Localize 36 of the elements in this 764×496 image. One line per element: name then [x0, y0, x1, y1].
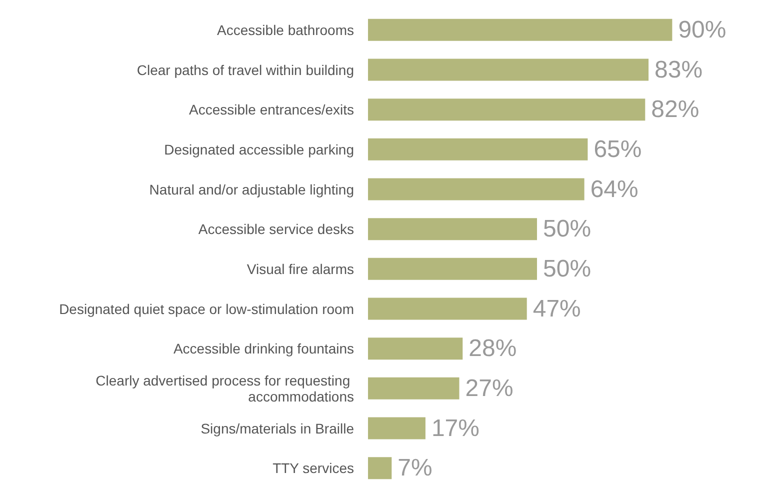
bar	[368, 258, 537, 280]
bar	[368, 138, 588, 160]
data-label: 90%	[678, 16, 726, 44]
y-tick-label: Accessible service desks	[198, 221, 354, 238]
bar	[368, 18, 672, 41]
bar	[368, 457, 392, 480]
y-tick-label: Signs/materials in Braille	[200, 420, 354, 436]
data-label: 28%	[468, 335, 517, 362]
y-tick-label: Accessible bathrooms	[217, 22, 354, 38]
bar	[368, 338, 463, 360]
bar	[368, 218, 537, 240]
y-tick-label: Designated accessible parking	[164, 141, 354, 158]
bar	[368, 98, 646, 121]
y-tick-label: Clear paths of travel within building	[136, 62, 354, 78]
y-tick-label: Natural and/or adjustable lighting	[149, 181, 354, 198]
y-tick-label: TTY services	[272, 460, 354, 476]
y-tick-label: Designated quiet space or low-stimulation room	[59, 300, 354, 317]
data-label: 83%	[654, 56, 703, 84]
bar	[368, 417, 426, 440]
data-label: 50%	[543, 255, 592, 282]
y-tick-label: Visual fire alarms	[246, 260, 354, 277]
data-label: 27%	[465, 374, 514, 402]
y-tick-label: Accessible entrances/exits	[189, 102, 354, 118]
data-label: 65%	[594, 136, 642, 163]
data-label: 17%	[431, 414, 480, 442]
bar	[368, 377, 460, 400]
data-label: 50%	[543, 216, 592, 243]
bar	[368, 298, 527, 320]
data-label: 82%	[651, 96, 700, 124]
data-label: 7%	[398, 454, 432, 482]
data-label: 47%	[532, 295, 581, 322]
y-tick-label: Accessible drinking fountains	[173, 340, 354, 357]
bar	[368, 178, 584, 200]
bar	[368, 58, 649, 81]
data-label: 64%	[590, 176, 638, 203]
y-tick-label: Clearly advertised process for requesting accommodations	[96, 372, 354, 404]
